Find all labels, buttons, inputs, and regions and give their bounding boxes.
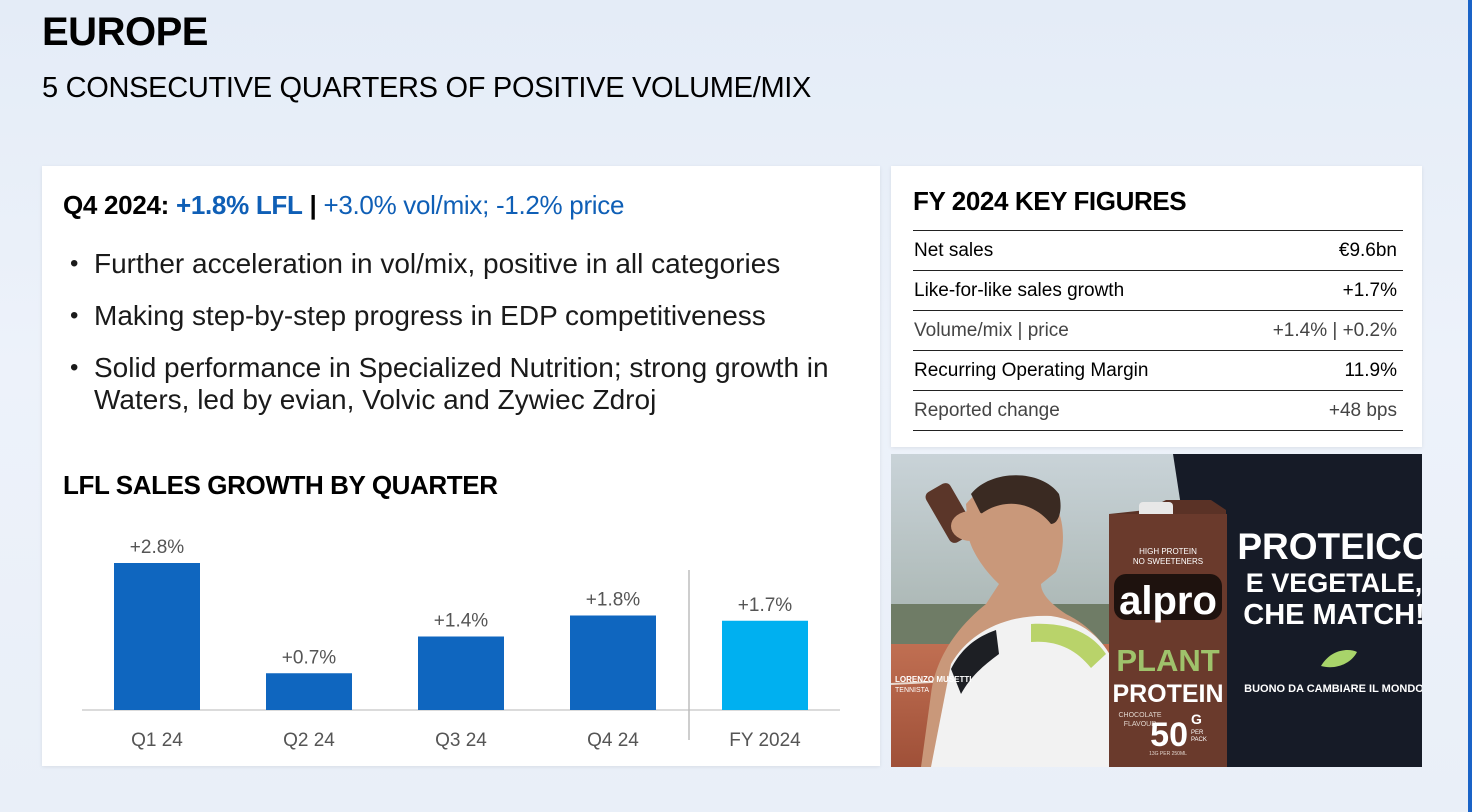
data-label: +1.4% — [434, 611, 489, 632]
x-tick-label: FY 2024 — [729, 730, 801, 751]
data-label: +1.7% — [738, 595, 793, 616]
athlete-role: TENNISTA — [895, 687, 929, 694]
data-label: +2.8% — [130, 537, 185, 558]
flavour-2: FLAVOUR — [1124, 721, 1157, 728]
bar — [570, 615, 656, 710]
kf-row-rom: Recurring Operating Margin 11.9% — [913, 351, 1403, 391]
highlights-list: • Further acceleration in vol/mix, positi… — [70, 248, 870, 436]
kf-label: Net sales — [914, 239, 994, 261]
athlete-name: LORENZO MUSETTI — [895, 675, 971, 684]
x-tick-label: Q1 24 — [131, 730, 183, 751]
kf-value: +1.4% | +0.2% — [1272, 319, 1397, 341]
product-name-2: PROTEIN — [1112, 680, 1223, 708]
dark-panel — [1173, 454, 1422, 767]
kf-row-volmix-price: Volume/mix | price +1.4% | +0.2% — [913, 311, 1403, 351]
kf-label: Reported change — [914, 399, 1060, 421]
ad-headline-1: PROTEICO — [1237, 526, 1422, 567]
highlight-item: • Making step-by-step progress in EDP com… — [70, 300, 870, 332]
data-label: +0.7% — [282, 647, 337, 668]
protein-unit: G — [1191, 711, 1202, 727]
pack-claim-1: HIGH PROTEIN — [1139, 547, 1197, 556]
ad-tagline: BUONO DA CAMBIARE IL MONDO — [1244, 683, 1422, 695]
kf-row-reported-change: Reported change +48 bps — [913, 391, 1403, 431]
kf-value: €9.6bn — [1338, 239, 1397, 261]
bullet-dot-icon: • — [70, 302, 79, 329]
x-tick-label: Q4 24 — [587, 730, 639, 751]
per-2: PACK — [1191, 737, 1207, 743]
highlight-item: • Solid performance in Specialized Nutrit… — [70, 352, 870, 416]
bar — [418, 636, 504, 710]
ad-headline-3: CHE MATCH! — [1243, 599, 1422, 631]
chart-title: LFL SALES GROWTH BY QUARTER — [63, 470, 498, 500]
highlight-text: Making step-by-step progress in EDP comp… — [94, 300, 766, 331]
bullet-dot-icon: • — [70, 250, 79, 277]
alpro-logo: alpro — [1119, 579, 1217, 623]
ad-headline-2: E VEGETALE, — [1246, 568, 1422, 598]
pack-claim-2: NO SWEETENERS — [1133, 557, 1203, 566]
kf-label: Volume/mix | price — [914, 319, 1069, 341]
kf-label: Recurring Operating Margin — [914, 359, 1149, 381]
key-figures-title: FY 2024 KEY FIGURES — [913, 186, 1187, 216]
pack-note: 13G PER 250ML — [1149, 751, 1187, 757]
kf-value: +48 bps — [1328, 399, 1397, 421]
key-figures-table: Net sales €9.6bn Like-for-like sales gro… — [913, 230, 1403, 431]
athlete-hair — [971, 475, 1061, 524]
flavour-1: CHOCOLATE — [1118, 712, 1161, 719]
leaf-icon — [1321, 650, 1357, 668]
kf-value: +1.7% — [1342, 279, 1397, 301]
q4-volmix-price: +3.0% vol/mix; -1.2% price — [323, 190, 625, 220]
kf-label: Like-for-like sales growth — [914, 279, 1125, 301]
protein-grams: 50 — [1150, 716, 1188, 754]
x-tick-label: Q3 24 — [435, 730, 487, 751]
data-label: +1.8% — [586, 590, 641, 611]
x-tick-label: Q2 24 — [283, 730, 335, 751]
carton-body — [1109, 514, 1227, 767]
lfl-bar-chart: +2.8% Q1 24 +0.7% Q2 24 +1.4% Q3 24 +1.8% Q4 24… — [82, 537, 840, 751]
q4-period-label: Q4 2024: — [63, 190, 170, 220]
advert-illustration: LORENZO MUSETTI TENNISTA HIGH PROTEIN NO… — [891, 454, 1422, 767]
alpro-advert-image: LORENZO MUSETTI TENNISTA HIGH PROTEIN NO… — [891, 454, 1422, 767]
per-1: PER — [1191, 730, 1204, 736]
highlight-text: Solid performance in Specialized Nutriti… — [94, 352, 829, 415]
q4-summary-card: Q4 2024: +1.8% LFL | +3.0% vol/mix; -1.2… — [42, 166, 880, 766]
kf-row-net-sales: Net sales €9.6bn — [913, 231, 1403, 271]
product-name-1: PLANT — [1116, 643, 1219, 678]
q4-headline: Q4 2024: +1.8% LFL | +3.0% vol/mix; -1.2… — [63, 190, 624, 221]
highlight-text: Further acceleration in vol/mix, positiv… — [94, 248, 781, 279]
q4-lfl-value: +1.8% LFL — [175, 190, 303, 220]
right-edge-strip — [1468, 0, 1472, 812]
kf-value: 11.9% — [1344, 359, 1397, 381]
bar — [114, 563, 200, 710]
bar — [266, 673, 352, 710]
bullet-dot-icon: • — [70, 354, 79, 381]
highlight-item: • Further acceleration in vol/mix, positi… — [70, 248, 870, 280]
kf-row-lfl-growth: Like-for-like sales growth +1.7% — [913, 271, 1403, 311]
key-figures-card: FY 2024 KEY FIGURES Net sales €9.6bn Lik… — [891, 166, 1422, 447]
slide-subtitle: 5 CONSECUTIVE QUARTERS OF POSITIVE VOLUM… — [42, 72, 812, 104]
slide-title: EUROPE — [42, 10, 208, 54]
bar — [722, 620, 808, 710]
q4-separator: | — [309, 190, 317, 220]
